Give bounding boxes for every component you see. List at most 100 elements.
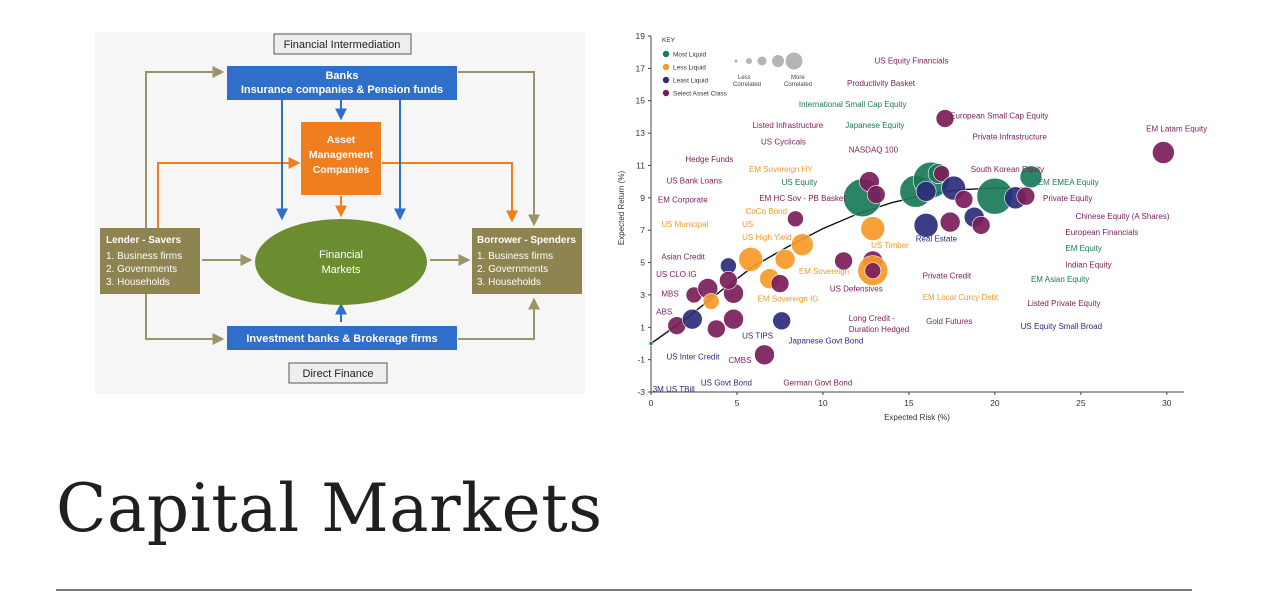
y-tick-label: 13 (636, 128, 646, 138)
data-point (719, 271, 738, 290)
data-point (834, 251, 853, 271)
legend-swatch (662, 63, 670, 71)
y-tick-label: 11 (636, 160, 645, 170)
data-point (864, 262, 882, 279)
svg-text:3. Households: 3. Households (106, 277, 170, 288)
point-label: Duration Hedged (849, 325, 909, 334)
title-divider (56, 589, 1192, 591)
point-label: International Small Cap Equity (799, 100, 907, 109)
legend-item: Least Liquid (673, 78, 708, 85)
y-tick-label: 15 (636, 96, 646, 106)
point-label: Indian Equity (1065, 260, 1111, 269)
point-label: European Financials (1065, 228, 1138, 237)
point-label: US Equity (782, 178, 818, 187)
legend-size-high: More (791, 75, 805, 81)
point-label: Chinese Equity (A Shares) (1076, 212, 1170, 221)
data-point (707, 319, 726, 339)
data-point (860, 216, 886, 241)
svg-text:Financial Intermediation: Financial Intermediation (284, 39, 401, 51)
y-tick-label: 3 (640, 290, 645, 300)
svg-text:Companies: Companies (313, 164, 370, 176)
svg-text:Management: Management (309, 149, 374, 161)
data-point (754, 344, 775, 366)
svg-text:1. Business firms: 1. Business firms (106, 251, 182, 262)
point-label: CoCo Bond (746, 207, 787, 216)
point-label: US Timber (871, 241, 909, 250)
chart-legend: KEY Most Liquid Less Liquid Least Liquid Sel… (662, 37, 812, 98)
point-label: US Equity Small Broad (1021, 322, 1102, 331)
point-label: Private Credit (923, 272, 972, 281)
point-label: EM Sovereign (799, 267, 849, 276)
svg-text:Investment banks & Brokerage f: Investment banks & Brokerage firms (246, 333, 437, 345)
point-label: EM HC Sov - PB Basket (759, 194, 846, 203)
data-point (702, 293, 720, 310)
legend-swatch (662, 89, 670, 97)
data-point (933, 165, 950, 182)
legend-size-high-2: Correlated (784, 82, 812, 88)
chart-point-labels: US Equity Financials Productivity Basket I… (653, 57, 1207, 394)
point-label: EM Sovereign IG (758, 294, 819, 303)
point-label: EM Latam Equity (1146, 124, 1207, 133)
svg-text:Banks: Banks (325, 70, 358, 82)
borrower-spenders-box: Borrower - Spenders 1. Business firms 2.… (472, 228, 582, 294)
data-point (648, 341, 654, 346)
point-label: Asian Credit (661, 252, 705, 261)
point-label: EM Sovereign HY (749, 165, 813, 174)
point-label: US High Yield (742, 233, 791, 242)
point-label: NASDAQ 100 (849, 146, 899, 155)
data-point (787, 210, 804, 228)
y-tick-label: 9 (640, 193, 645, 203)
x-tick-label: 5 (735, 398, 740, 408)
point-label: US Govt Bond (701, 379, 752, 388)
asset-management-box: Asset Management Companies (301, 122, 381, 195)
data-point (1152, 141, 1175, 164)
y-tick-label: -3 (637, 387, 645, 397)
financial-intermediation-label: Financial Intermediation (273, 33, 412, 55)
point-label: CMBS (728, 356, 751, 365)
point-label: Private Equity (1043, 194, 1092, 203)
point-label: 3M US TBill (653, 385, 695, 394)
svg-text:3. Households: 3. Households (477, 277, 541, 288)
point-label: Productivity Basket (847, 79, 916, 88)
data-point (939, 211, 961, 233)
data-point (866, 185, 886, 204)
legend-item: Most Liquid (673, 52, 707, 59)
point-label: US CLO IG (656, 270, 696, 279)
y-axis-label: Expected Return (%) (617, 171, 626, 246)
point-label: US Defensives (830, 285, 883, 294)
data-point (772, 311, 791, 331)
svg-text:Direct Finance: Direct Finance (303, 368, 374, 380)
data-point (738, 247, 764, 272)
y-tick-label: 19 (636, 31, 646, 41)
point-label: US (742, 220, 753, 229)
y-tick-label: -1 (637, 355, 645, 365)
point-label: US Inter Credit (666, 353, 720, 362)
point-label: EM Equity (1065, 244, 1101, 253)
legend-item: Select Asset Class (673, 91, 728, 98)
data-point (681, 308, 703, 330)
svg-text:Asset: Asset (327, 134, 356, 146)
point-label: EM Local Curcy Debt (923, 293, 999, 302)
y-tick-label: 17 (636, 63, 646, 73)
data-point (723, 308, 744, 330)
legend-size-circle (785, 52, 803, 70)
data-point (774, 249, 796, 270)
direct-finance-label: Direct Finance (288, 362, 388, 384)
data-point (954, 190, 974, 209)
data-point (935, 109, 955, 128)
legend-item: Less Liquid (673, 65, 706, 72)
x-tick-label: 0 (649, 398, 654, 408)
slide-title: Capital Markets (56, 470, 603, 547)
point-label: Listed Infrastructure (752, 121, 823, 130)
x-tick-label: 25 (1076, 398, 1086, 408)
data-point (770, 274, 790, 293)
point-label: Listed Private Equity (1028, 299, 1101, 308)
point-label: EM Corporate (658, 196, 708, 205)
point-label: European Small Cap Equity (950, 112, 1048, 121)
x-tick-label: 15 (904, 398, 914, 408)
point-label: US Municipal (661, 220, 708, 229)
point-label: Hedge Funds (685, 155, 733, 164)
legend-size-circle (772, 55, 784, 67)
point-label: ABS (656, 307, 672, 316)
